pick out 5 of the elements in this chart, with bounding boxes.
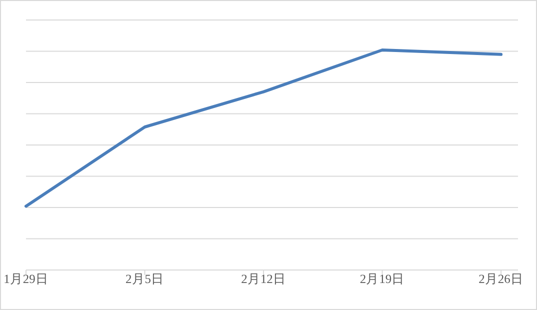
x-tick-label: 2月26日 — [478, 272, 524, 286]
x-tick-label: 1月29日 — [4, 272, 48, 286]
x-tick-label: 2月12日 — [241, 272, 286, 286]
x-tick-label: 2月5日 — [126, 272, 164, 286]
x-tick-label: 2月19日 — [360, 272, 405, 286]
